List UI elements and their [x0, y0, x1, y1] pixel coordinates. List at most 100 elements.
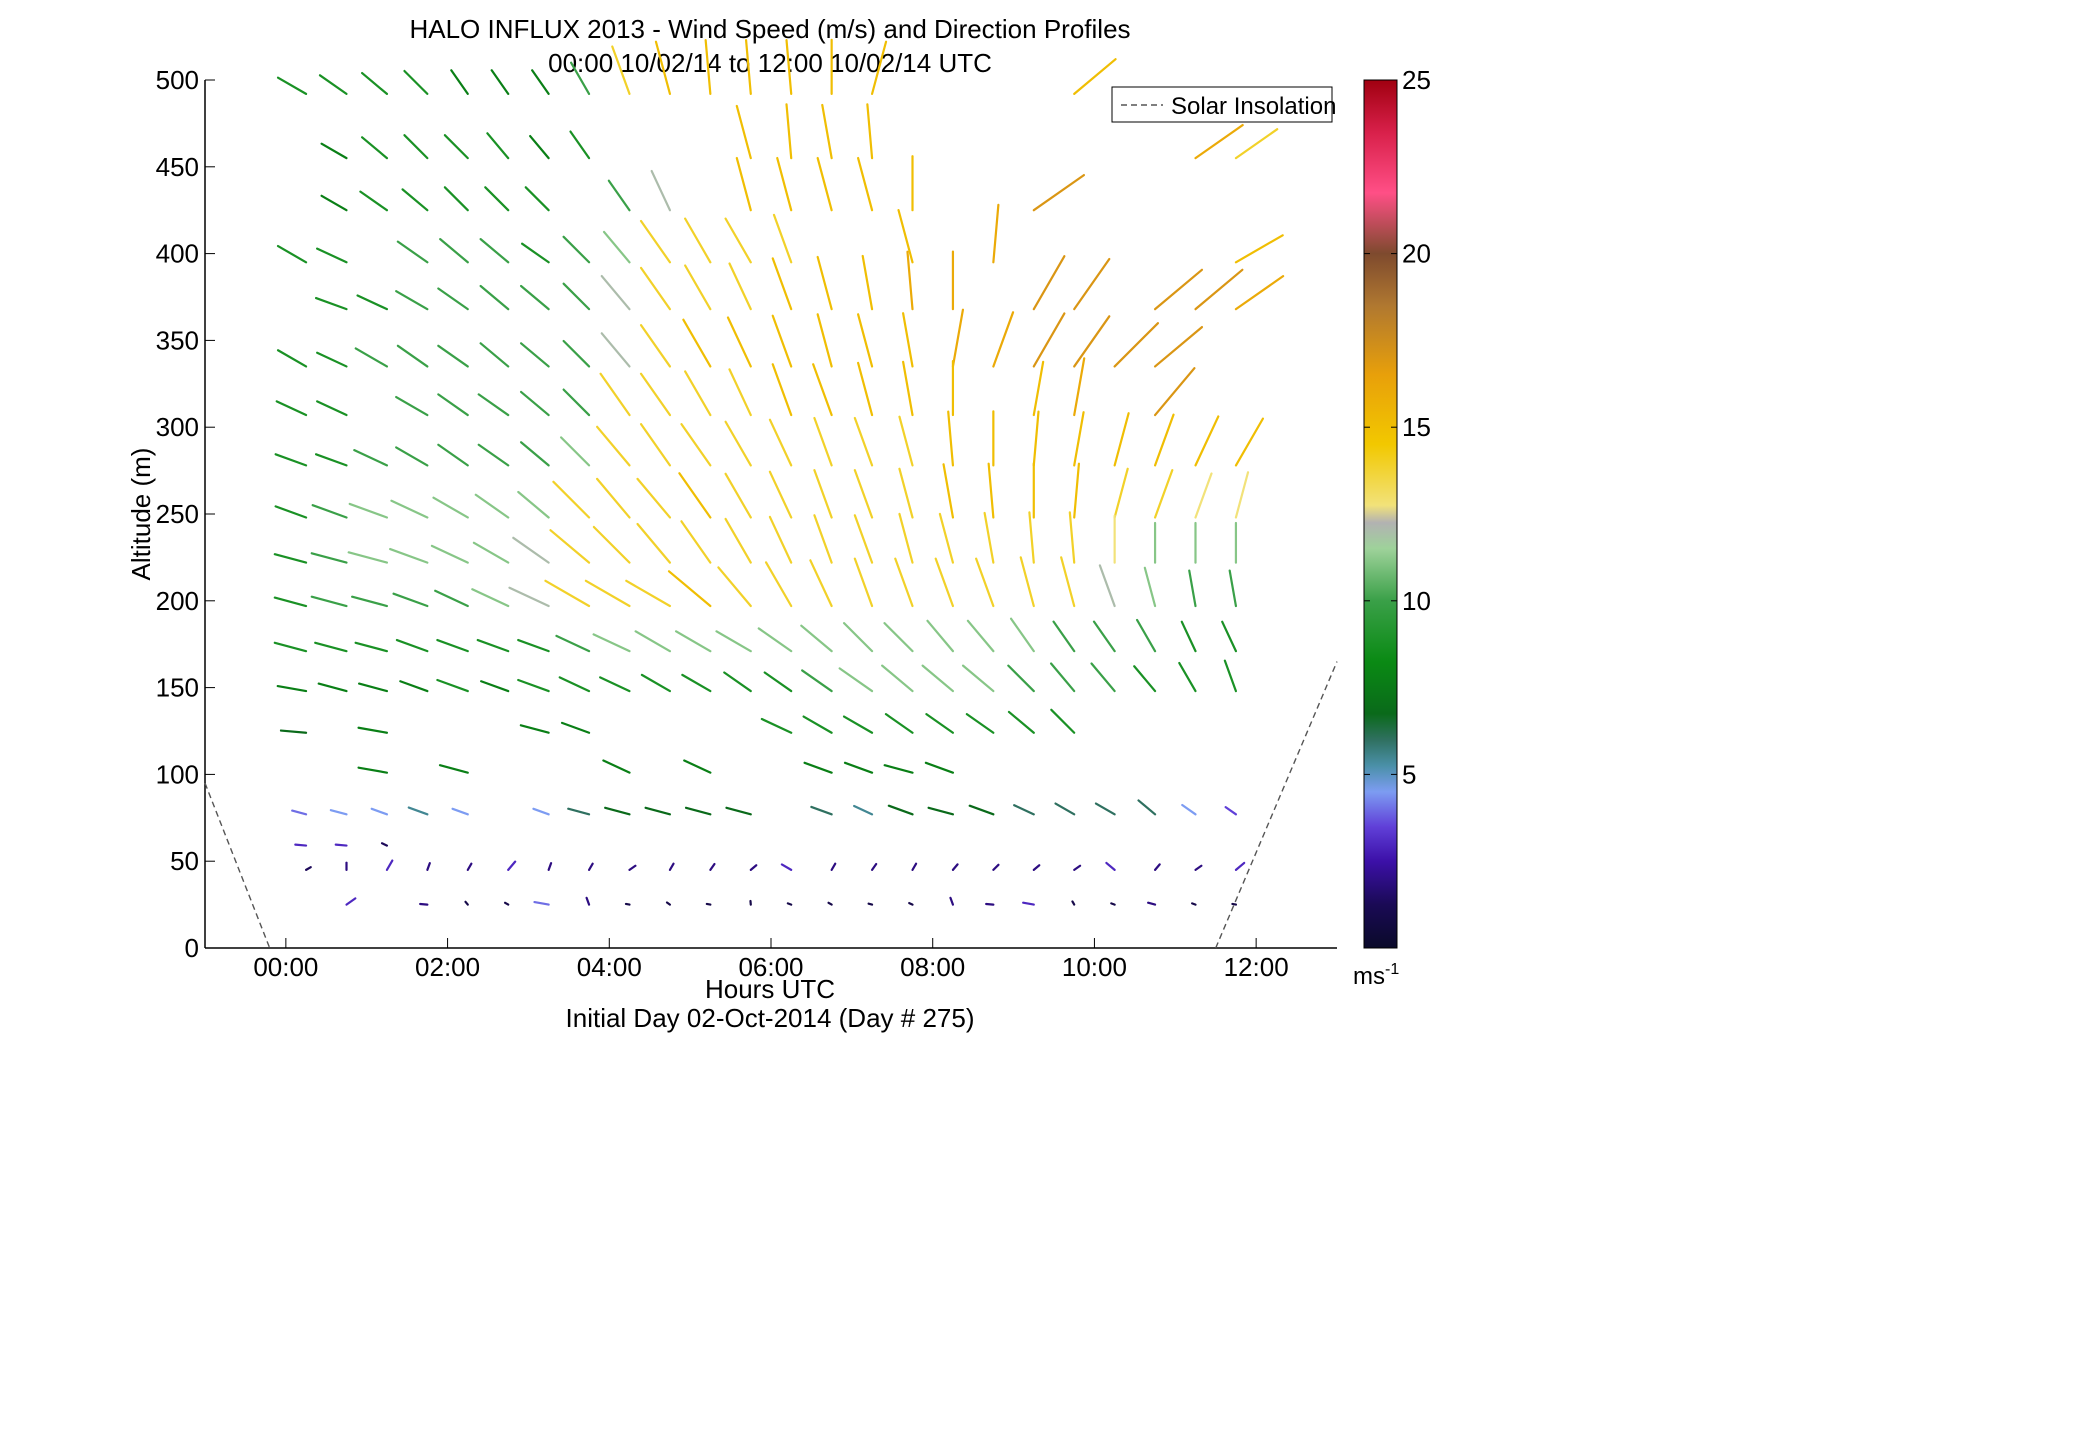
wind-arrow — [681, 424, 710, 465]
wind-arrow — [1072, 901, 1074, 904]
wind-arrow — [855, 418, 872, 465]
wind-arrow — [1155, 415, 1173, 466]
wind-arrow — [316, 298, 346, 309]
wind-arrow — [521, 286, 549, 309]
wind-arrow — [451, 70, 468, 94]
wind-arrow — [347, 898, 356, 904]
wind-arrow — [1189, 571, 1195, 606]
wind-arrow — [1034, 313, 1065, 366]
wind-arrow — [1182, 622, 1196, 651]
wind-arrow — [944, 464, 953, 517]
wind-arrow — [438, 346, 467, 367]
wind-arrow — [926, 714, 953, 733]
wind-arrow — [770, 420, 791, 466]
wind-arrow — [1074, 316, 1109, 366]
wind-arrow — [638, 524, 670, 563]
wind-arrow — [670, 864, 674, 870]
wind-arrow — [1014, 805, 1034, 814]
wind-arrow — [985, 513, 994, 563]
wind-arrow — [400, 681, 427, 691]
wind-arrow — [278, 350, 306, 366]
colorbar-unit-base: ms — [1353, 963, 1385, 990]
wind-arrow — [545, 581, 589, 606]
wind-arrow — [275, 598, 306, 606]
wind-arrow — [1155, 470, 1172, 517]
wind-arrow — [1236, 129, 1277, 158]
wind-arrow — [770, 472, 791, 518]
wind-arrow — [679, 473, 710, 517]
x-tick-label: 12:00 — [1224, 952, 1289, 982]
wind-arrow — [526, 187, 549, 210]
wind-arrow — [759, 628, 791, 651]
wind-arrow — [899, 417, 912, 466]
wind-arrow — [729, 263, 750, 309]
y-tick-label: 400 — [156, 239, 199, 269]
wind-arrow — [1074, 259, 1109, 309]
y-tick-label: 150 — [156, 673, 199, 703]
wind-arrow — [276, 454, 306, 465]
wind-arrow — [382, 843, 387, 845]
wind-arrow — [641, 221, 670, 262]
wind-arrow — [968, 621, 993, 651]
wind-arrow — [682, 675, 710, 691]
wind-arrow — [432, 546, 468, 563]
wind-arrow — [518, 492, 548, 517]
wind-arrow — [561, 437, 589, 465]
wind-arrow — [1222, 622, 1236, 651]
wind-arrow — [777, 158, 791, 210]
wind-arrow — [478, 640, 508, 651]
wind-arrow — [562, 723, 589, 733]
wind-arrow — [899, 210, 913, 262]
wind-arrow — [589, 864, 593, 870]
wind-arrow — [805, 763, 832, 773]
wind-arrow — [396, 291, 427, 309]
wind-arrow — [1100, 565, 1115, 606]
wind-arrow — [822, 105, 831, 158]
wind-arrow — [804, 717, 832, 733]
wind-arrow — [315, 643, 346, 651]
wind-arrow — [570, 132, 589, 159]
wind-arrow — [1074, 412, 1083, 465]
wind-arrow — [435, 591, 468, 606]
wind-arrow — [652, 171, 670, 210]
wind-arrow — [858, 314, 872, 366]
wind-arrow — [773, 364, 791, 415]
wind-arrow — [926, 763, 953, 773]
wind-arrow — [1236, 235, 1283, 262]
wind-arrow — [1034, 412, 1039, 466]
wind-arrow — [404, 135, 427, 158]
wind-arrow — [970, 806, 994, 815]
wind-arrow — [1096, 804, 1115, 815]
wind-arrow — [518, 680, 548, 691]
wind-arrow — [886, 714, 913, 733]
wind-arrow — [440, 239, 468, 262]
wind-arrow — [481, 286, 509, 309]
wind-arrow — [1155, 270, 1202, 309]
wind-arrow — [882, 666, 912, 691]
wind-arrow — [1230, 571, 1236, 606]
wind-arrow — [396, 447, 427, 465]
wind-arrow — [437, 640, 467, 651]
wind-arrow — [1008, 666, 1033, 691]
colorbar-unit-exponent: -1 — [1385, 961, 1399, 978]
wind-arrow — [420, 904, 427, 905]
wind-arrow — [726, 808, 750, 815]
wind-arrow — [641, 424, 670, 465]
wind-arrow — [1034, 175, 1084, 210]
wind-arrow — [350, 504, 387, 518]
y-tick-label: 50 — [170, 846, 199, 876]
wind-arrow — [605, 808, 629, 815]
wind-arrow — [564, 237, 589, 262]
wind-arrow — [989, 464, 994, 518]
wind-arrow — [601, 374, 630, 415]
wind-arrow — [773, 258, 791, 309]
wind-arrow — [814, 470, 831, 517]
wind-arrow — [884, 623, 912, 651]
legend-label: Solar Insolation — [1171, 93, 1336, 120]
wind-arrow — [492, 70, 509, 94]
wind-arrow — [1225, 661, 1236, 691]
wind-arrow — [397, 640, 427, 651]
wind-arrow — [597, 427, 629, 466]
wind-arrow — [681, 521, 710, 562]
wind-arrow — [476, 495, 508, 518]
